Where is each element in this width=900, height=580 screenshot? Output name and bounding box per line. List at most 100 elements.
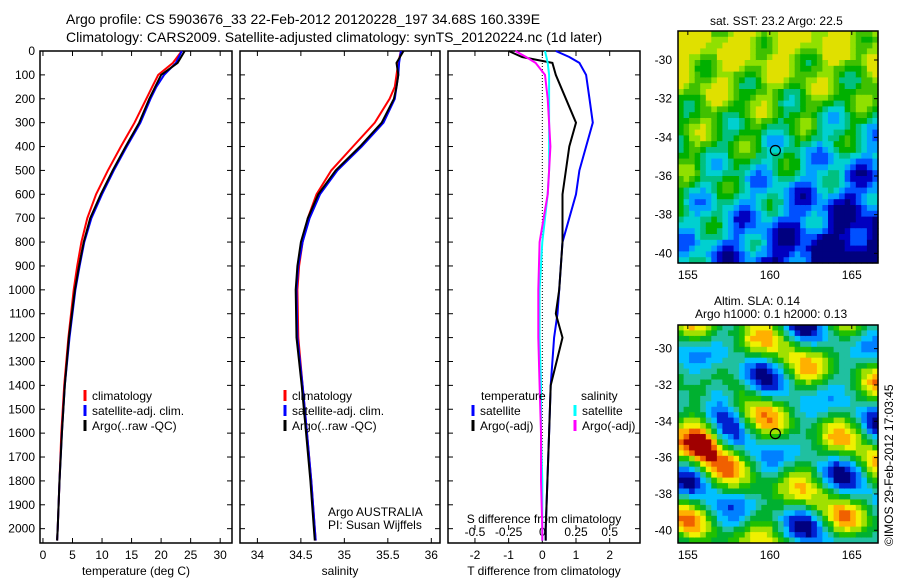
lat-tick-label: -36 bbox=[655, 169, 673, 183]
x-axis-label: T difference from climatology bbox=[467, 564, 621, 578]
x-axis-label: temperature (deg C) bbox=[82, 564, 190, 578]
lat-tick-label: -32 bbox=[655, 378, 673, 392]
y-tick-label: 900 bbox=[15, 259, 35, 273]
series-line-argorawqc bbox=[294, 50, 405, 541]
series-line-satelliteadjclim bbox=[295, 50, 402, 541]
y-tick-label: 1600 bbox=[8, 426, 35, 440]
lon-tick-label: 165 bbox=[842, 548, 862, 562]
y-tick-label: 1100 bbox=[9, 307, 35, 321]
x-tick-label: 1 bbox=[573, 548, 580, 562]
panel-frame-0 bbox=[39, 50, 233, 544]
x-axis-label: salinity bbox=[322, 564, 359, 578]
series-line-argorawqc bbox=[56, 50, 186, 541]
y-tick-label: 1800 bbox=[8, 474, 35, 488]
argo-location-marker bbox=[769, 144, 781, 157]
x2-tick-label: -0.5 bbox=[465, 525, 486, 539]
lat-tick-label: -34 bbox=[655, 130, 673, 144]
x-tick-label: 0 bbox=[40, 548, 47, 562]
x-tick-label: 35.5 bbox=[376, 548, 400, 562]
y-tick-label: 0 bbox=[28, 44, 35, 58]
y-tick-label: 1700 bbox=[8, 450, 35, 464]
series-line-argoadj bbox=[514, 50, 552, 541]
x-tick-label: -1 bbox=[503, 548, 514, 562]
y-tick-label: 200 bbox=[15, 92, 35, 106]
sla-map-frame bbox=[677, 324, 879, 544]
y-tick-label: 1300 bbox=[8, 354, 35, 368]
lat-tick-label: -30 bbox=[655, 53, 673, 67]
x-tick-label: -2 bbox=[470, 548, 481, 562]
lat-tick-label: -36 bbox=[655, 451, 673, 465]
sla-map-subtitle: Argo h1000: 0.1 h2000: 0.13 bbox=[695, 307, 848, 321]
lon-tick-label: 155 bbox=[678, 268, 698, 282]
x-tick-label: 30 bbox=[214, 548, 228, 562]
lat-tick-label: -30 bbox=[655, 342, 673, 356]
lat-tick-label: -40 bbox=[655, 246, 673, 260]
x-tick-label: 20 bbox=[154, 548, 168, 562]
legend-label: Argo(..raw -QC) bbox=[292, 419, 377, 433]
platform-annotation: PI: Susan Wijffels bbox=[328, 518, 422, 532]
legend-label: satellite bbox=[480, 404, 521, 418]
lat-tick-label: -38 bbox=[655, 487, 673, 501]
x-tick-label: 5 bbox=[69, 548, 76, 562]
panel-frame-1 bbox=[239, 50, 441, 544]
y-tick-label: 2000 bbox=[8, 522, 35, 536]
y-tick-label: 1400 bbox=[8, 378, 35, 392]
y-tick-label: 300 bbox=[15, 116, 35, 130]
legend-label: climatology bbox=[92, 389, 152, 403]
x2-tick-label: 0.25 bbox=[564, 525, 588, 539]
panel-frame-2 bbox=[447, 50, 641, 544]
sst-map-grid bbox=[678, 31, 879, 264]
x-tick-label: 15 bbox=[125, 548, 139, 562]
figure-title-line2: Climatology: CARS2009. Satellite-adjuste… bbox=[66, 29, 603, 45]
y-tick-label: 400 bbox=[15, 140, 35, 154]
y-tick-label: 800 bbox=[15, 235, 35, 249]
y-tick-label: 1200 bbox=[8, 331, 35, 345]
legend-label: climatology bbox=[292, 389, 352, 403]
y-tick-label: 500 bbox=[15, 163, 35, 177]
legend-header-temperature: temperature bbox=[481, 389, 546, 403]
lon-tick-label: 165 bbox=[842, 268, 862, 282]
sst-map-title: sat. SST: 23.2 Argo: 22.5 bbox=[710, 14, 843, 28]
legend-label: Argo(-adj) bbox=[480, 419, 533, 433]
x-tick-label: 2 bbox=[606, 548, 613, 562]
x-tick-label: 36 bbox=[425, 548, 439, 562]
series-line-climatology bbox=[56, 50, 183, 541]
legend-label: Argo(..raw -QC) bbox=[92, 419, 177, 433]
platform-annotation: Argo AUSTRALIA bbox=[328, 505, 423, 519]
x2-tick-label: 0.5 bbox=[601, 525, 618, 539]
figure-title-line1: Argo profile: CS 5903676_33 22-Feb-2012 … bbox=[66, 11, 541, 27]
legend-header-salinity: salinity bbox=[581, 389, 618, 403]
y-tick-label: 1900 bbox=[8, 498, 35, 512]
sla-map-title: Altim. SLA: 0.14 bbox=[714, 294, 801, 308]
legend-label: satellite-adj. clim. bbox=[92, 404, 184, 418]
argo-location-marker bbox=[769, 428, 781, 440]
lon-tick-label: 160 bbox=[760, 268, 780, 282]
x-tick-label: 25 bbox=[184, 548, 198, 562]
y-tick-label: 1500 bbox=[8, 402, 35, 416]
series-line-satelliteadjclim bbox=[56, 50, 183, 541]
series-line-climatology bbox=[296, 50, 402, 541]
lat-tick-label: -32 bbox=[655, 92, 673, 106]
x-tick-label: 34.5 bbox=[289, 548, 313, 562]
lat-tick-label: -40 bbox=[655, 523, 673, 537]
x2-axis-label: S difference from climatology bbox=[467, 512, 622, 526]
legend-label: satellite bbox=[582, 404, 623, 418]
y-tick-label: 700 bbox=[15, 211, 35, 225]
legend-label: satellite-adj. clim. bbox=[292, 404, 384, 418]
y-tick-label: 600 bbox=[15, 187, 35, 201]
series-line-satellite bbox=[544, 50, 594, 541]
x-tick-label: 0 bbox=[539, 548, 546, 562]
legend-label: Argo(-adj) bbox=[582, 419, 635, 433]
x-tick-label: 34 bbox=[251, 548, 265, 562]
lat-tick-label: -38 bbox=[655, 208, 673, 222]
x-tick-label: 10 bbox=[95, 548, 109, 562]
x2-tick-label: -0.25 bbox=[495, 525, 523, 539]
lat-tick-label: -34 bbox=[655, 414, 673, 428]
sst-map-frame bbox=[677, 30, 879, 264]
lon-tick-label: 160 bbox=[760, 548, 780, 562]
y-tick-label: 1000 bbox=[8, 283, 35, 297]
lon-tick-label: 155 bbox=[678, 548, 698, 562]
y-tick-label: 100 bbox=[15, 68, 35, 82]
imos-credit: ©IMOS 29-Feb-2012 17:03:45 bbox=[882, 384, 896, 546]
